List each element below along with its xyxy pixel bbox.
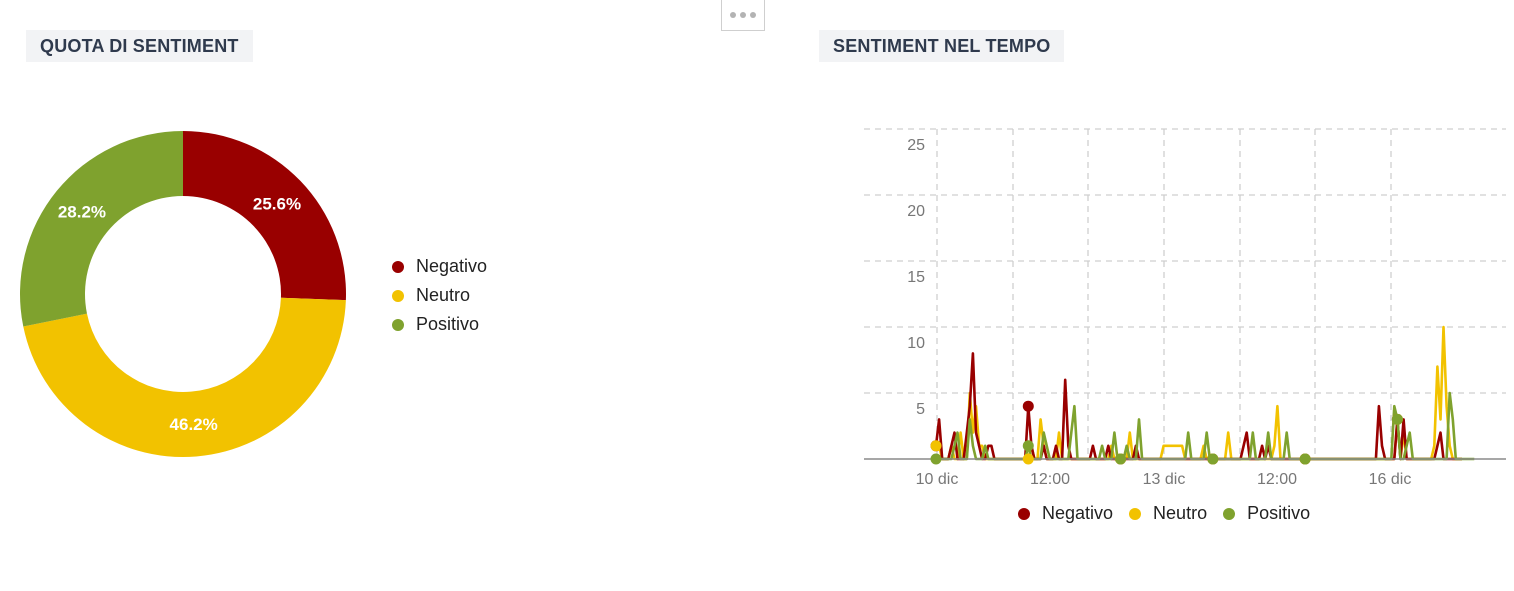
sentiment-over-time-title: SENTIMENT NEL TEMPO bbox=[819, 30, 1065, 62]
legend-item-negativo[interactable]: Negativo bbox=[1018, 499, 1113, 528]
y-tick-label: 15 bbox=[907, 269, 925, 286]
more-dots-icon bbox=[730, 12, 736, 18]
donut-slice-neutro[interactable] bbox=[23, 297, 346, 457]
x-tick-label: 12:00 bbox=[1030, 471, 1070, 488]
donut-value-label: 46.2% bbox=[170, 415, 218, 434]
donut-slice-positivo[interactable] bbox=[20, 131, 184, 327]
point-negativo[interactable] bbox=[1022, 400, 1034, 412]
sentiment-line-chart: 5 10 15 20 25 10 dic 12:00 13 dic 12:00 16 dic bbox=[864, 128, 1506, 488]
legend-label: Positivo bbox=[416, 314, 480, 334]
y-tick-label: 20 bbox=[907, 203, 925, 220]
legend-label: Negativo bbox=[1042, 503, 1114, 523]
legend-swatch bbox=[392, 318, 404, 331]
legend-item-positivo[interactable]: Positivo bbox=[1223, 499, 1310, 528]
sentiment-donut-chart: 25.6% 46.2% 28.2% bbox=[20, 131, 347, 457]
legend-swatch bbox=[392, 260, 404, 273]
y-tick-label: 25 bbox=[907, 137, 925, 154]
legend-label: Negativo bbox=[416, 256, 488, 276]
x-tick-label: 13 dic bbox=[1143, 471, 1186, 488]
donut-slice-negativo[interactable] bbox=[183, 131, 347, 301]
point-neutro[interactable] bbox=[930, 440, 942, 452]
x-tick-label: 12:00 bbox=[1257, 471, 1297, 488]
legend-swatch bbox=[1018, 507, 1030, 520]
series-line-positivo[interactable] bbox=[936, 391, 1475, 461]
point-positivo[interactable] bbox=[1391, 413, 1403, 425]
more-dots-icon bbox=[750, 12, 756, 18]
legend-label: Positivo bbox=[1247, 503, 1311, 523]
donut-legend: Negativo Neutro Positivo bbox=[392, 252, 487, 339]
more-dots-icon bbox=[740, 12, 746, 18]
y-tick-label: 5 bbox=[916, 401, 925, 418]
more-options-button[interactable] bbox=[721, 0, 765, 31]
legend-swatch bbox=[392, 289, 404, 302]
y-tick-label: 10 bbox=[907, 335, 925, 352]
legend-item-positivo[interactable]: Positivo bbox=[392, 310, 487, 339]
point-positivo[interactable] bbox=[1115, 453, 1127, 465]
point-positivo[interactable] bbox=[1299, 453, 1311, 465]
point-positivo[interactable] bbox=[930, 453, 942, 465]
line-legend: Negativo Neutro Positivo bbox=[1018, 499, 1326, 528]
point-positivo[interactable] bbox=[1022, 440, 1034, 452]
legend-item-neutro[interactable]: Neutro bbox=[1129, 499, 1207, 528]
point-neutro[interactable] bbox=[1022, 453, 1034, 465]
legend-item-negativo[interactable]: Negativo bbox=[392, 252, 487, 281]
legend-swatch bbox=[1223, 507, 1236, 520]
series-line-negativo[interactable] bbox=[934, 352, 1462, 461]
legend-item-neutro[interactable]: Neutro bbox=[392, 281, 487, 310]
legend-label: Neutro bbox=[1153, 503, 1208, 523]
sentiment-share-title: QUOTA DI SENTIMENT bbox=[26, 30, 253, 62]
donut-value-label: 28.2% bbox=[58, 202, 106, 221]
x-tick-label: 10 dic bbox=[916, 471, 959, 488]
legend-label: Neutro bbox=[416, 285, 471, 305]
point-positivo[interactable] bbox=[1207, 453, 1219, 465]
donut-value-label: 25.6% bbox=[253, 194, 301, 213]
x-tick-label: 16 dic bbox=[1369, 471, 1412, 488]
legend-swatch bbox=[1129, 507, 1142, 520]
